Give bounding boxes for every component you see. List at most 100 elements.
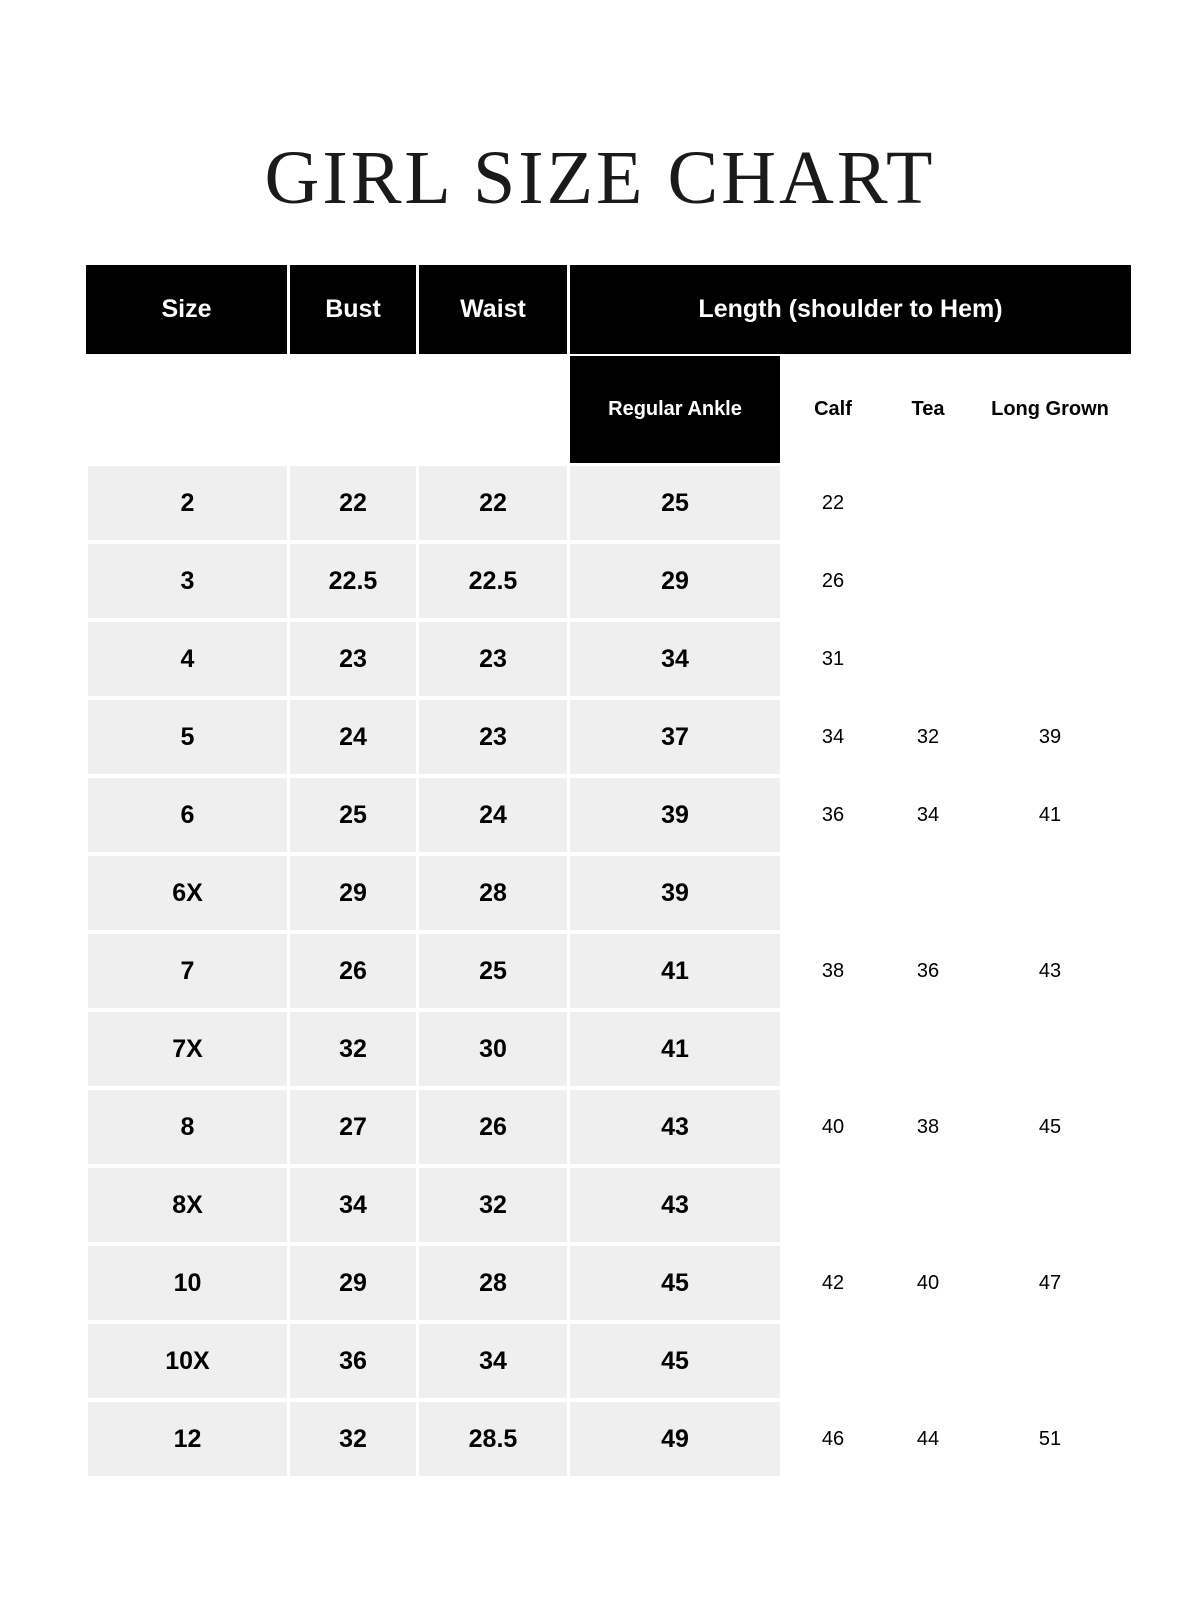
cell-size: 8X xyxy=(88,1168,287,1242)
cell-long: 45 xyxy=(1038,1115,1062,1138)
cell-calf xyxy=(793,1168,873,1242)
subheader-long-grown: Long Grown xyxy=(991,398,1109,420)
cell-size: 10X xyxy=(88,1324,287,1398)
cell-long: 51 xyxy=(1038,1427,1062,1450)
cell-calf: 42 xyxy=(821,1271,845,1294)
cell-long: 47 xyxy=(1038,1271,1062,1294)
cell-calf xyxy=(793,856,873,930)
cell-bust: 25 xyxy=(290,778,416,852)
cell-long xyxy=(970,856,1130,930)
cell-size: 5 xyxy=(88,700,287,774)
cell-size: 2 xyxy=(88,466,287,540)
cell-bust: 36 xyxy=(290,1324,416,1398)
cell-waist: 25 xyxy=(419,934,567,1008)
cell-size: 6X xyxy=(88,856,287,930)
cell-tea: 32 xyxy=(916,725,940,748)
cell-bust: 32 xyxy=(290,1402,416,1476)
cell-tea xyxy=(888,622,968,696)
cell-bust: 24 xyxy=(290,700,416,774)
cell-ankle: 29 xyxy=(570,544,780,618)
cell-tea xyxy=(888,1012,968,1086)
cell-long xyxy=(970,622,1130,696)
subheader-calf: Calf xyxy=(814,398,852,420)
cell-waist: 24 xyxy=(419,778,567,852)
cell-bust: 34 xyxy=(290,1168,416,1242)
cell-calf: 40 xyxy=(821,1115,845,1138)
cell-tea xyxy=(888,856,968,930)
cell-waist: 23 xyxy=(419,700,567,774)
cell-tea xyxy=(888,544,968,618)
cell-ankle: 43 xyxy=(570,1168,780,1242)
subheader-tea: Tea xyxy=(911,398,945,420)
cell-waist: 22 xyxy=(419,466,567,540)
cell-long: 39 xyxy=(1038,725,1062,748)
cell-tea: 36 xyxy=(916,959,940,982)
cell-bust: 22.5 xyxy=(290,544,416,618)
cell-waist: 34 xyxy=(419,1324,567,1398)
cell-size: 8 xyxy=(88,1090,287,1164)
cell-bust: 26 xyxy=(290,934,416,1008)
cell-long xyxy=(970,544,1130,618)
cell-calf: 26 xyxy=(821,569,845,592)
cell-calf xyxy=(793,1012,873,1086)
cell-tea xyxy=(888,466,968,540)
subheader-regular-ankle: Regular Ankle xyxy=(570,356,780,463)
cell-ankle: 39 xyxy=(570,856,780,930)
cell-tea xyxy=(888,1324,968,1398)
cell-ankle: 41 xyxy=(570,934,780,1008)
cell-tea: 34 xyxy=(916,803,940,826)
cell-size: 10 xyxy=(88,1246,287,1320)
cell-long: 41 xyxy=(1038,803,1062,826)
cell-ankle: 49 xyxy=(570,1402,780,1476)
cell-waist: 30 xyxy=(419,1012,567,1086)
cell-calf: 46 xyxy=(821,1427,845,1450)
cell-long xyxy=(970,1168,1130,1242)
cell-long xyxy=(970,1324,1130,1398)
cell-calf: 36 xyxy=(821,803,845,826)
cell-tea: 38 xyxy=(916,1115,940,1138)
cell-bust: 29 xyxy=(290,856,416,930)
cell-size: 7 xyxy=(88,934,287,1008)
header-size: Size xyxy=(86,265,287,354)
cell-calf: 34 xyxy=(821,725,845,748)
page-title: GIRL SIZE CHART xyxy=(264,136,936,220)
cell-bust: 22 xyxy=(290,466,416,540)
cell-size: 3 xyxy=(88,544,287,618)
cell-bust: 23 xyxy=(290,622,416,696)
cell-bust: 29 xyxy=(290,1246,416,1320)
header-length: Length (shoulder to Hem) xyxy=(570,265,1131,354)
cell-ankle: 34 xyxy=(570,622,780,696)
cell-tea: 44 xyxy=(916,1427,940,1450)
cell-size: 6 xyxy=(88,778,287,852)
cell-long xyxy=(970,466,1130,540)
cell-ankle: 37 xyxy=(570,700,780,774)
cell-waist: 26 xyxy=(419,1090,567,1164)
cell-waist: 22.5 xyxy=(419,544,567,618)
header-bust: Bust xyxy=(290,265,416,354)
cell-waist: 28 xyxy=(419,1246,567,1320)
cell-ankle: 25 xyxy=(570,466,780,540)
cell-bust: 32 xyxy=(290,1012,416,1086)
cell-calf: 31 xyxy=(821,647,845,670)
cell-waist: 32 xyxy=(419,1168,567,1242)
cell-waist: 28.5 xyxy=(419,1402,567,1476)
cell-ankle: 39 xyxy=(570,778,780,852)
cell-ankle: 43 xyxy=(570,1090,780,1164)
cell-long: 43 xyxy=(1038,959,1062,982)
cell-waist: 28 xyxy=(419,856,567,930)
cell-size: 12 xyxy=(88,1402,287,1476)
header-waist: Waist xyxy=(419,265,567,354)
cell-bust: 27 xyxy=(290,1090,416,1164)
cell-ankle: 45 xyxy=(570,1246,780,1320)
cell-size: 7X xyxy=(88,1012,287,1086)
cell-tea: 40 xyxy=(916,1271,940,1294)
cell-calf xyxy=(793,1324,873,1398)
cell-long xyxy=(970,1012,1130,1086)
cell-tea xyxy=(888,1168,968,1242)
cell-calf: 22 xyxy=(821,491,845,514)
cell-ankle: 45 xyxy=(570,1324,780,1398)
cell-size: 4 xyxy=(88,622,287,696)
cell-waist: 23 xyxy=(419,622,567,696)
cell-calf: 38 xyxy=(821,959,845,982)
cell-ankle: 41 xyxy=(570,1012,780,1086)
